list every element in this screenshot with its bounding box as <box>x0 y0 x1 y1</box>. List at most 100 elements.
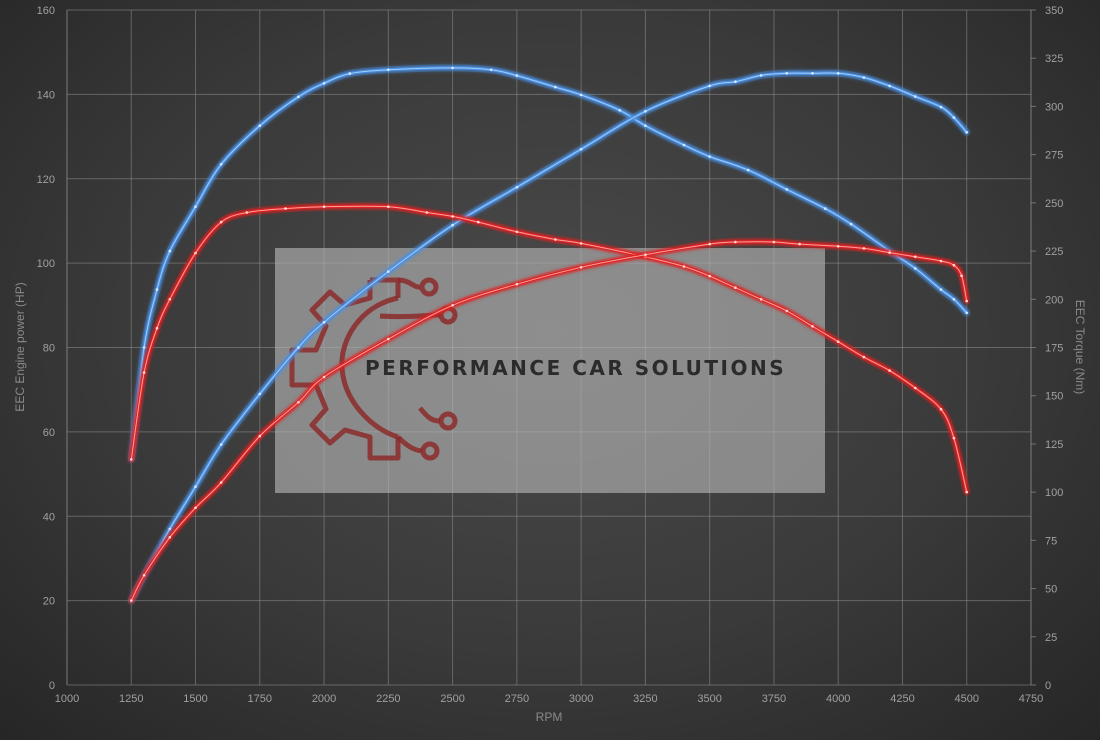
x-tick-label: 1000 <box>55 693 79 705</box>
data-point <box>708 155 711 158</box>
data-point <box>387 205 390 208</box>
data-point <box>515 185 519 189</box>
x-tick-label: 4750 <box>1019 693 1043 705</box>
y-right-tick-label: 350 <box>1045 5 1063 17</box>
y-left-tick-label: 0 <box>49 680 55 692</box>
data-point <box>554 238 557 241</box>
data-point <box>746 168 750 172</box>
data-point <box>284 207 287 210</box>
y-right-tick-label: 175 <box>1045 343 1063 355</box>
data-point <box>849 222 853 226</box>
data-point <box>914 267 917 270</box>
data-point <box>939 288 943 291</box>
data-point <box>258 392 262 396</box>
data-point <box>579 93 583 97</box>
data-point <box>142 346 146 349</box>
data-point <box>682 143 686 147</box>
y-left-tick-label: 40 <box>43 511 55 523</box>
data-point <box>772 240 776 244</box>
data-point <box>862 247 866 250</box>
x-tick-label: 2750 <box>505 693 529 705</box>
x-tick-label: 1250 <box>119 693 143 705</box>
data-point <box>219 163 223 166</box>
data-point <box>194 251 197 255</box>
data-point <box>219 481 223 484</box>
x-tick-label: 3250 <box>633 693 657 705</box>
grid <box>66 9 1032 686</box>
data-point <box>644 253 647 256</box>
data-point <box>579 266 583 269</box>
data-point <box>888 369 891 372</box>
data-point <box>862 355 866 359</box>
data-point <box>888 251 891 254</box>
data-point <box>425 211 429 214</box>
data-point <box>142 574 146 577</box>
data-point <box>952 116 956 119</box>
data-point <box>914 255 917 259</box>
data-point <box>811 325 814 328</box>
y-left-tick-label: 160 <box>37 5 55 17</box>
axes: 1000 1250 1500 1750 2000 2250 2500 2750 3000 3250… <box>37 5 1064 705</box>
data-point <box>258 434 262 438</box>
data-point <box>451 66 454 70</box>
x-tick-label: 3750 <box>762 693 786 705</box>
watermark-text: PERFORMANCE CAR SOLUTIONS <box>365 356 786 380</box>
y-left-tick-label: 140 <box>37 89 55 101</box>
data-point <box>759 298 763 301</box>
y-axis-right-label: EEC Torque (Nm) <box>1073 300 1087 394</box>
x-tick-label: 3000 <box>569 693 593 705</box>
y-right-tick-label: 125 <box>1045 439 1063 451</box>
y-right-tick-label: 75 <box>1045 535 1057 547</box>
data-point <box>836 72 840 75</box>
data-point <box>965 299 968 303</box>
data-point <box>836 245 840 248</box>
data-point <box>734 80 737 83</box>
data-point <box>798 242 801 246</box>
data-point <box>939 105 943 109</box>
data-point <box>618 109 621 112</box>
data-point <box>515 74 519 77</box>
data-point <box>888 84 891 88</box>
watermark: PERFORMANCE CAR SOLUTIONS <box>275 248 825 493</box>
data-point <box>387 270 390 273</box>
x-tick-label: 4500 <box>954 693 978 705</box>
data-point <box>914 95 917 98</box>
data-point <box>194 205 197 208</box>
data-point <box>952 263 956 267</box>
y-right-tick-label: 150 <box>1045 391 1063 403</box>
data-point <box>644 124 647 127</box>
data-point <box>785 72 789 75</box>
data-point <box>939 259 943 263</box>
data-point <box>477 220 480 224</box>
x-tick-label: 2000 <box>312 693 336 705</box>
y-right-tick-label: 300 <box>1045 101 1063 113</box>
y-right-tick-label: 25 <box>1045 632 1057 644</box>
data-point <box>644 110 647 113</box>
y-left-tick-label: 100 <box>37 258 55 270</box>
y-left-tick-label: 60 <box>43 427 55 439</box>
data-point <box>322 375 326 379</box>
data-point <box>194 485 197 489</box>
data-point <box>297 346 300 349</box>
y-right-tick-label: 250 <box>1045 198 1063 210</box>
data-point <box>952 298 956 301</box>
data-point <box>515 282 519 286</box>
data-point <box>708 242 711 246</box>
data-point <box>914 386 917 390</box>
data-point <box>836 340 840 344</box>
y-right-tick-label: 275 <box>1045 150 1063 162</box>
x-tick-label: 1750 <box>248 693 272 705</box>
data-point <box>785 309 789 313</box>
data-point <box>579 242 583 245</box>
data-point <box>219 443 223 446</box>
data-point <box>451 223 454 227</box>
data-point <box>258 124 262 127</box>
data-point <box>168 249 172 253</box>
data-point <box>579 147 583 151</box>
x-tick-label: 4000 <box>826 693 850 705</box>
data-point <box>960 274 963 278</box>
data-point <box>322 205 326 208</box>
data-point <box>489 68 493 72</box>
data-point <box>965 131 968 134</box>
x-tick-label: 3500 <box>697 693 721 705</box>
